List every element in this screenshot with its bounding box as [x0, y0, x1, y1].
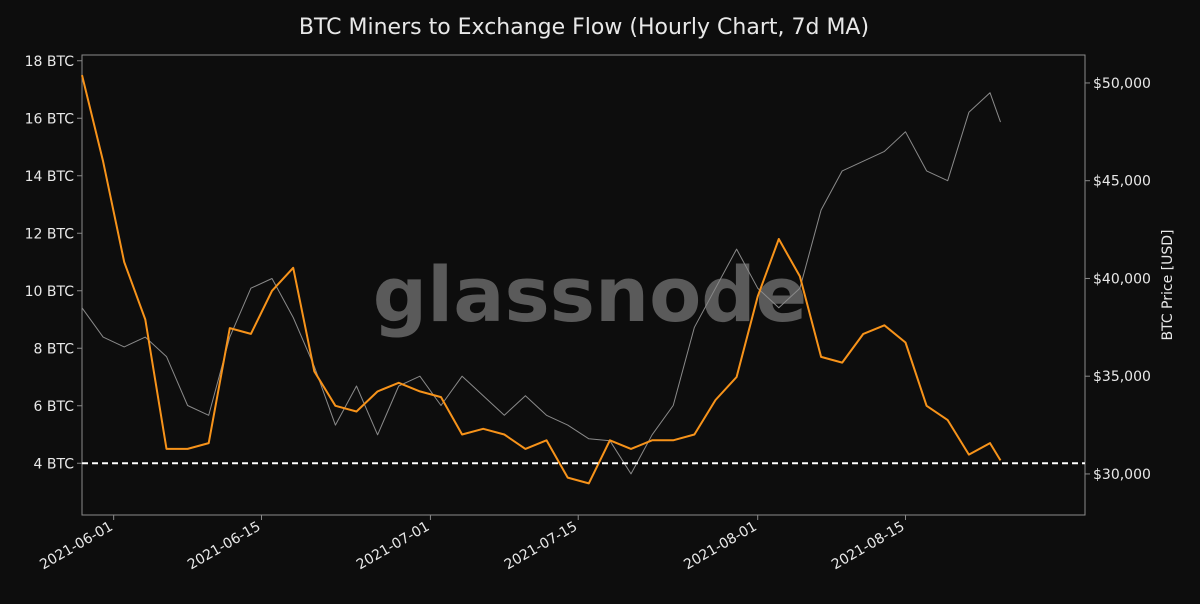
y-tick-label: 18 BTC: [25, 54, 75, 70]
plot-frame: [81, 54, 1086, 516]
watermark: glassnode: [373, 250, 807, 339]
y-tick-label: 16 BTC: [25, 111, 75, 127]
y2-tick-label: $30,000: [1093, 467, 1151, 483]
y2-tick-label: $50,000: [1093, 76, 1151, 92]
y2-axis-label: BTC Price [USD]: [1160, 229, 1176, 340]
y-tick-label: 6 BTC: [34, 399, 75, 415]
y-tick-label: 12 BTC: [25, 226, 75, 242]
chart-title: BTC Miners to Exchange Flow (Hourly Char…: [299, 15, 869, 40]
series-line: [81, 92, 1001, 475]
y-tick-label: 4 BTC: [34, 456, 75, 472]
y2-tick-label: $35,000: [1093, 369, 1151, 385]
y-tick-label: 14 BTC: [25, 169, 75, 185]
y-tick-label: 8 BTC: [34, 341, 75, 357]
y-tick-label: 10 BTC: [25, 284, 75, 300]
series-line: [81, 74, 1002, 485]
y2-tick-label: $45,000: [1093, 174, 1151, 190]
y2-tick-label: $40,000: [1093, 271, 1151, 287]
